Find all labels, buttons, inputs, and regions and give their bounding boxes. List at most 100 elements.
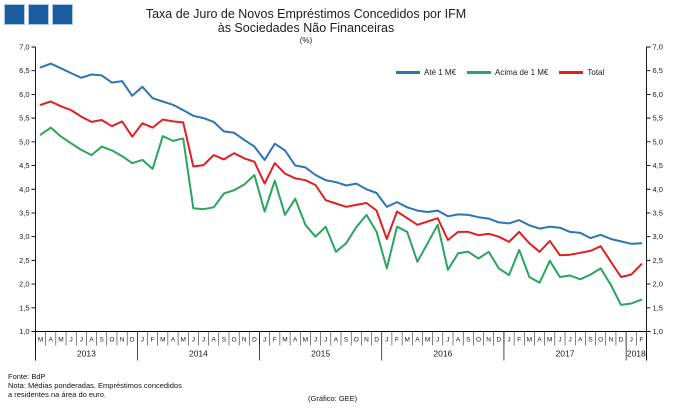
month-label: M: [180, 337, 185, 344]
month-label: A: [293, 337, 298, 344]
month-label: O: [476, 337, 481, 344]
legend-item-total: Total: [559, 68, 604, 77]
y-axis-label-left: 5,5: [19, 114, 29, 123]
y-axis-label-right: 3,0: [653, 232, 663, 241]
y-axis-label-left: 6,5: [19, 66, 29, 75]
legend-item-acima-1me: Acima de 1 M€: [467, 68, 548, 77]
month-label: J: [569, 337, 572, 344]
month-label: A: [415, 337, 420, 344]
y-axis-label-left: 4,5: [19, 161, 29, 170]
month-label: O: [598, 337, 603, 344]
y-axis-label-right: 3,5: [653, 208, 663, 217]
chart-legend: Até 1 M€ Acima de 1 M€ Total: [396, 68, 615, 77]
month-label: A: [89, 337, 94, 344]
month-label: A: [171, 337, 176, 344]
month-label: S: [222, 337, 227, 344]
year-label: 2018: [627, 349, 646, 359]
y-axis-label-left: 4,0: [19, 185, 29, 194]
month-label: D: [252, 337, 257, 344]
logo-square-icon: [52, 4, 73, 25]
month-label: A: [334, 337, 339, 344]
series-line-0: [39, 62, 643, 245]
y-axis-label-right: 4,0: [653, 185, 663, 194]
month-label: S: [588, 337, 593, 344]
legend-swatch-red: [559, 71, 584, 74]
month-label: M: [527, 337, 532, 344]
legend-label: Acima de 1 M€: [495, 68, 549, 77]
month-label: A: [537, 337, 542, 344]
series-line-2: [39, 100, 643, 278]
axes: [35, 47, 647, 361]
year-label: 2016: [433, 349, 452, 359]
y-axis-label-left: 3,0: [19, 232, 29, 241]
y-axis-label-right: 4,5: [653, 161, 663, 170]
note-line1: Nota: Médias ponderadas. Empréstimos con…: [8, 381, 182, 390]
month-label: M: [425, 337, 430, 344]
note-line2: a residentes na área do euro.: [8, 390, 106, 399]
month-label: A: [456, 337, 461, 344]
month-label: N: [364, 337, 369, 344]
month-label: J: [507, 337, 510, 344]
credit-note: (Gráfico: GEE): [308, 394, 358, 403]
y-axis-label-left: 1,0: [19, 327, 29, 336]
month-label: O: [232, 337, 237, 344]
month-label: N: [609, 337, 614, 344]
month-label: O: [109, 337, 114, 344]
month-label: J: [141, 337, 144, 344]
month-label: A: [578, 337, 583, 344]
month-label: D: [496, 337, 501, 344]
month-label: J: [80, 337, 83, 344]
month-label: A: [212, 337, 217, 344]
y-axis-label-right: 5,5: [653, 114, 663, 123]
month-label: D: [619, 337, 624, 344]
year-label: 2015: [311, 349, 330, 359]
month-label: N: [242, 337, 247, 344]
month-label: O: [354, 337, 359, 344]
y-axis-label-left: 2,0: [19, 280, 29, 289]
y-axis-label-right: 6,5: [653, 66, 663, 75]
month-label: M: [160, 337, 165, 344]
month-label: N: [120, 337, 125, 344]
year-label: 2014: [189, 349, 208, 359]
y-axis-label-right: 7,0: [653, 43, 663, 52]
month-label: N: [486, 337, 491, 344]
month-label: J: [192, 337, 195, 344]
legend-swatch-green: [467, 71, 492, 74]
y-axis-label-right: 5,0: [653, 137, 663, 146]
year-label: 2013: [77, 349, 96, 359]
chart-title-line2: às Sociedades Não Financeiras: [217, 21, 395, 35]
month-label: J: [263, 337, 266, 344]
month-label: M: [38, 337, 43, 344]
month-label: J: [446, 337, 449, 344]
month-label: M: [404, 337, 409, 344]
logo: [4, 4, 73, 25]
month-label: S: [100, 337, 105, 344]
y-axis-label-right: 1,5: [653, 303, 663, 312]
month-label: J: [314, 337, 317, 344]
legend-swatch-blue: [396, 71, 420, 74]
month-label: M: [547, 337, 552, 344]
series-line-1: [39, 126, 643, 306]
legend-label: Até 1 M€: [424, 68, 457, 77]
month-label: M: [58, 337, 63, 344]
y-axis-label-right: 1,0: [653, 327, 663, 336]
month-label: J: [202, 337, 205, 344]
y-axis-label-left: 1,5: [19, 303, 29, 312]
legend-item-ate-1me: Até 1 M€: [396, 68, 456, 77]
month-label: J: [630, 337, 633, 344]
month-label: F: [639, 337, 643, 344]
year-label: 2017: [556, 349, 575, 359]
month-label: D: [130, 337, 135, 344]
month-label: F: [151, 337, 155, 344]
chart-title: Taxa de Juro de Novos Empréstimos Conced…: [0, 7, 612, 35]
month-label: S: [344, 337, 349, 344]
y-axis-label-right: 6,0: [653, 90, 663, 99]
y-axis-label-right: 2,0: [653, 280, 663, 289]
month-label: J: [436, 337, 439, 344]
chart-subtitle: (%): [299, 36, 313, 45]
month-label: A: [49, 337, 54, 344]
month-label: J: [70, 337, 73, 344]
y-axis-label-left: 7,0: [19, 43, 29, 52]
